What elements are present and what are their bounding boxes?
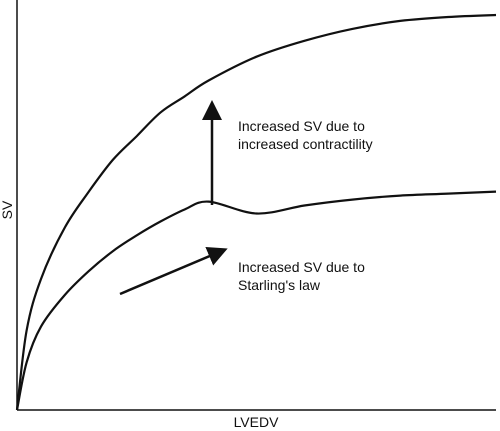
series-line-upper bbox=[15, 13, 497, 411]
starling-annotation-line-2: Starling's law bbox=[238, 277, 321, 293]
contractility-annotation-line-2: increased contractility bbox=[238, 136, 373, 152]
starling-arrow bbox=[119, 247, 228, 296]
starling-annotation: Increased SV due to Starling's law bbox=[238, 259, 369, 293]
series-line-lower bbox=[15, 190, 497, 411]
x-axis-label: LVEDV bbox=[234, 414, 280, 430]
contractility-annotation-line-1: Increased SV due to bbox=[238, 118, 365, 134]
contractility-annotation: Increased SV due to increased contractil… bbox=[238, 118, 373, 152]
series-layer bbox=[15, 13, 497, 411]
starling-annotation-line-1: Increased SV due to bbox=[238, 259, 365, 275]
y-axis-label: SV bbox=[0, 200, 15, 219]
